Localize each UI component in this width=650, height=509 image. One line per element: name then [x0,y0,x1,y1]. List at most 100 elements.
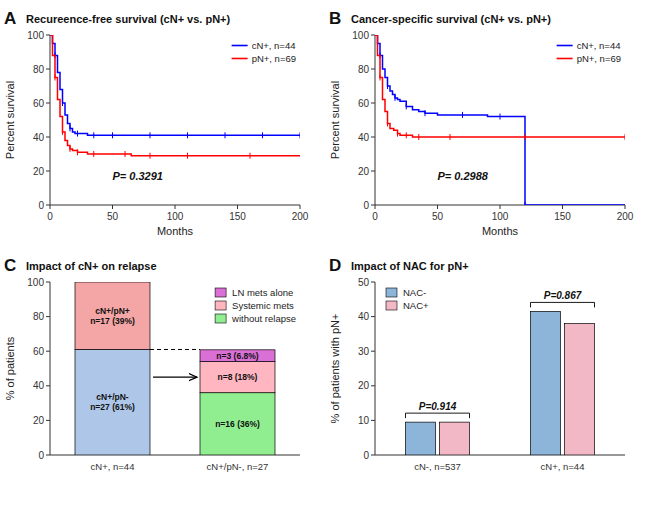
censor-mark [150,132,151,138]
p-value: P= 0.2988 [438,170,489,182]
legend-label: LN mets alone [232,287,293,298]
x-tick-label: cN+, n=44 [541,461,585,472]
panel-label: D [329,256,341,275]
legend-swatch [557,58,573,60]
x-axis-label: Months [482,225,519,237]
x-tick [500,205,501,209]
y-tick-label: 0 [363,200,369,211]
data-labels: cN+/pN-n=27 (61%)cN+/pN+n=17 (39%)n=16 (… [90,306,260,429]
survival-line [50,35,300,135]
y-tick-label: 60 [33,346,45,357]
x-tick [237,205,238,209]
y-tick-label: 100 [352,30,369,41]
panel: 01020304050cN-, n=537cN+, n=44% of patie… [329,256,625,472]
bracket [406,413,470,418]
censor-mark [93,132,94,138]
title: Impact of cN+ on relapse [26,260,157,272]
y-tick-label: 0 [38,450,44,461]
censor-mark [70,146,71,152]
y-tick-label: 100 [27,277,44,288]
y-axis [50,282,51,455]
censor-mark [62,129,63,135]
p-value: P= 0.3291 [113,170,163,182]
censor-mark [387,120,388,126]
plot-area [375,35,625,205]
censor-mark [225,132,226,138]
y-tick-label: 60 [33,98,45,109]
y-tick [371,420,375,421]
censor-mark [62,100,63,106]
censor-mark [93,151,94,157]
text-line: n=17 (39%) [90,316,135,326]
bar [531,311,561,455]
y-tick-label: 20 [358,166,370,177]
y-tick [371,316,375,317]
y-axis-label: Percent survival [329,81,341,159]
bar [406,422,436,455]
y-axis [375,282,376,455]
bar-segment [75,282,150,349]
legend-label: pN+, n=69 [577,53,621,64]
y-tick-label: 20 [33,415,45,426]
panel: 020406080100050100150200MonthsPercent su… [329,9,634,237]
legend-label: NAC- [403,287,426,298]
legend-swatch [232,45,248,47]
y-tick-label: 40 [33,380,45,391]
x-tick-label: 50 [432,211,444,222]
censor-mark [77,131,78,137]
y-tick [371,385,375,386]
x-tick [375,205,376,209]
text-line: cN+/pN- [96,392,129,402]
x-tick [50,205,51,209]
y-tick [371,205,375,206]
censor-mark [70,126,71,132]
censor-mark [387,83,388,89]
bar [440,422,470,455]
plot-area [406,311,595,455]
y-tick-label: 0 [38,200,44,211]
x-tick-label: cN-, n=537 [414,461,461,472]
censor-mark [625,134,626,140]
y-tick [46,420,50,421]
censor-mark [525,202,526,205]
x-tick [625,205,626,209]
x-tick-label: 100 [167,211,184,222]
legend-swatch [386,301,397,310]
x-tick-label: 50 [107,211,119,222]
survival-line [375,35,625,137]
y-tick [46,171,50,172]
censor-mark [55,75,56,81]
legend-label: cN+, n=44 [252,40,296,51]
legend-swatch [215,314,226,323]
panel-label: B [329,9,341,28]
y-tick-label: 0 [363,450,369,461]
x-tick [112,205,113,209]
legend-label: without relapse [231,313,296,324]
x-tick [175,205,176,209]
legend: LN mets aloneSystemic metswithout relaps… [215,287,296,324]
survival-line [375,35,625,205]
censor-mark [525,134,526,140]
y-tick [46,205,50,206]
y-tick [46,137,50,138]
y-tick-label: 10 [358,415,370,426]
title: Cancer-specific survival (cN+ vs. pN+) [351,13,551,25]
x-tick [562,205,563,209]
data-label: cN+/pN+n=17 (39%) [90,306,135,326]
y-tick-label: 40 [358,311,370,322]
x-tick-label: cN+, n=44 [91,461,135,472]
bracket [531,302,595,307]
title: Recureence-free survival (cN+ vs. pN+) [26,13,231,25]
y-tick [46,316,50,317]
y-tick [371,171,375,172]
panel: 020406080100050100150200MonthsPercent su… [4,9,309,237]
data-label: n=16 (36%) [215,419,260,429]
y-tick-label: 80 [33,311,45,322]
censor-mark [462,112,463,118]
bar-segment [200,362,275,393]
censor-mark [406,132,407,138]
y-tick [46,35,50,36]
censor-mark [250,153,251,159]
panel-label: A [4,9,16,28]
y-tick [46,455,50,456]
